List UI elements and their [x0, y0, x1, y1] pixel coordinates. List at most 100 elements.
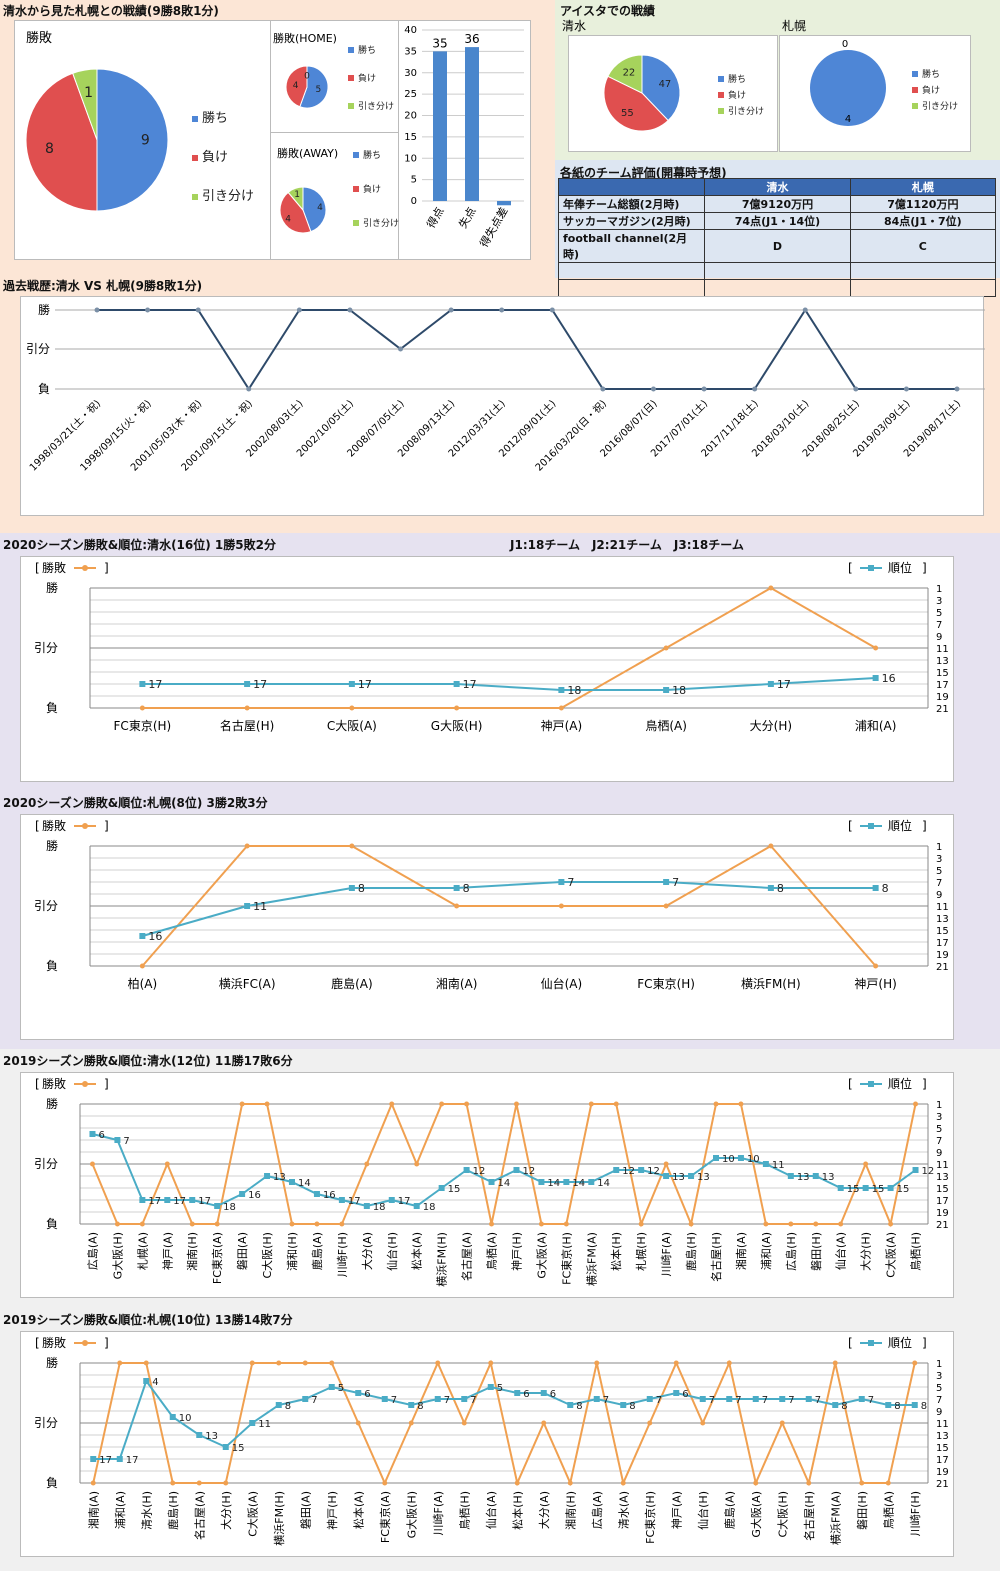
pie-home-slice-1	[285, 65, 308, 108]
chart3-rank-label-10: 6	[364, 1389, 370, 1400]
aista-shimizu-label-0: 47	[659, 79, 672, 90]
chart0-result-point-7	[873, 645, 879, 651]
chart2-rank-label-15: 12	[473, 1166, 486, 1177]
chart3-category-10: 松本(A)	[351, 1491, 365, 1529]
chart3-result-point-26	[779, 1420, 785, 1426]
chart1-rank-label-2: 8	[358, 882, 365, 895]
chart2-category-12: 仙台(H)	[385, 1232, 399, 1271]
chart1-category-5: FC東京(H)	[637, 977, 695, 991]
chart1-category-0: 柏(A)	[128, 976, 158, 991]
panel-bar	[398, 20, 531, 260]
pie-home-legend-label-2: 引き分け	[358, 101, 394, 112]
chart2-category-31: 大分(H)	[859, 1232, 873, 1271]
chart0-rank-point-4	[558, 687, 565, 693]
chart2-rank-label-21: 12	[622, 1166, 635, 1177]
pie-away-title: 勝敗(AWAY)	[277, 146, 338, 160]
bar-ytick-7: 35	[404, 46, 417, 57]
chart2-legend-result-marker	[82, 1081, 88, 1087]
chart2-category-17: 神戸(H)	[509, 1232, 523, 1271]
chart1-result-point-0	[139, 963, 145, 969]
chart1-result-point-1	[244, 843, 250, 849]
chart3-category-0: 湘南(A)	[86, 1491, 100, 1529]
pie-total-slice-1	[25, 72, 98, 212]
chart3-rank-label-21: 7	[656, 1395, 662, 1406]
chart0-legend-result-bracket-open: [	[35, 561, 40, 575]
chart2-result-point-0	[89, 1161, 95, 1167]
chart1-legend-rank-bracket-open: [	[848, 819, 853, 833]
chart2-rank-label-0: 6	[98, 1130, 104, 1141]
chart3-category-2: 清水(H)	[140, 1491, 153, 1530]
chart2-legend-rank-bracket-open: [	[848, 1077, 853, 1091]
eval-header-cell	[557, 178, 706, 196]
chart2-rank-point-0	[89, 1131, 96, 1137]
chart3-result-point-1	[117, 1360, 123, 1366]
chart2-rank-label-13: 18	[423, 1202, 436, 1213]
chart3-category-8: 磐田(A)	[298, 1491, 312, 1529]
history-point-17	[954, 386, 960, 392]
chart2-category-10: 川崎F(H)	[335, 1232, 349, 1277]
chart2-rank-point-27	[762, 1161, 769, 1167]
chart2-rank-point-30	[837, 1185, 844, 1191]
chart2-rank-point-11	[363, 1203, 370, 1209]
chart0-rank-tick-2: 5	[936, 608, 942, 619]
chart1-rank-label-7: 8	[882, 882, 889, 895]
chart2-category-26: 湘南(A)	[734, 1232, 748, 1270]
chart2-rank-label-23: 13	[672, 1172, 685, 1183]
chart3-category-11: FC東京(A)	[378, 1491, 392, 1543]
chart3-result-point-17	[541, 1420, 547, 1426]
chart2-rank-label-7: 13	[273, 1172, 286, 1183]
chart3-result-point-21	[647, 1420, 653, 1426]
chart2-rank-tick-2: 5	[936, 1124, 942, 1135]
chart3-rank-point-4	[196, 1432, 203, 1438]
chart3-category-20: 清水(A)	[617, 1491, 630, 1529]
chart3-result-point-0	[90, 1480, 96, 1486]
panel-chart-0	[20, 556, 954, 782]
chart3-category-22: 神戸(A)	[669, 1491, 683, 1529]
pie-total-legend-swatch-0	[192, 116, 198, 122]
aista-sapporo-label-1: 0	[842, 39, 848, 50]
pie-away-slice-1	[279, 191, 312, 234]
chart1-result-point-7	[873, 963, 879, 969]
chart2-rank-point-17	[513, 1167, 520, 1173]
chart1-legend-rank-marker	[868, 823, 874, 829]
aista-shimizu-slice-1	[603, 75, 669, 132]
chart1-rank-tick-1: 3	[936, 854, 942, 865]
chart3-rank-point-5	[222, 1444, 229, 1450]
chart3-rank-tick-4: 9	[936, 1407, 942, 1418]
chart3-rank-label-30: 8	[894, 1401, 900, 1412]
chart1-rank-label-0: 16	[148, 930, 162, 943]
chart1-rank-tick-10: 21	[936, 962, 949, 973]
chart1-legend-rank-label: 順位	[888, 818, 912, 833]
history-point-1	[145, 307, 151, 313]
history-title: 過去戦歴:清水 VS 札幌(9勝8敗1分)	[3, 279, 203, 293]
chart3-result-point-6	[249, 1360, 255, 1366]
panel-history	[20, 296, 984, 516]
bar-ytick-0: 0	[411, 196, 417, 207]
eval-row	[557, 279, 997, 297]
chart0-rank-tick-3: 7	[936, 620, 942, 631]
chart3-rank-tick-9: 19	[936, 1467, 949, 1478]
chart3-rank-label-0: 17	[99, 1455, 112, 1466]
chart2-ylabel-1: 引分	[34, 1157, 58, 1171]
pie-total-legend-label-2: 引き分け	[202, 189, 254, 204]
chart2-category-2: 札幌(A)	[135, 1232, 149, 1270]
pie-total-label-1: 8	[45, 141, 54, 157]
eval-cell: 7億1120万円	[849, 195, 997, 213]
chart2-result-point-17	[513, 1101, 519, 1107]
chart3-result-line	[92, 1359, 916, 1487]
chart3-category-27: 名古屋(H)	[802, 1491, 816, 1541]
chart0-rank-tick-6: 13	[936, 656, 949, 667]
chart2-result-point-3	[164, 1161, 170, 1167]
chart3-rank-point-0	[90, 1456, 97, 1462]
chart3-rank-tick-10: 21	[936, 1479, 949, 1490]
chart2-rank-label-3: 17	[173, 1196, 186, 1207]
chart2-category-7: C大阪(H)	[260, 1232, 274, 1279]
chart1-rank-point-4	[558, 879, 565, 885]
chart0-rank-label-0: 17	[148, 678, 162, 691]
aista-shimizu-legend-swatch-2	[718, 108, 724, 114]
chart1-rank-point-1	[244, 903, 251, 909]
panel-chart-3	[20, 1331, 954, 1557]
chart2-result-point-27	[763, 1221, 769, 1227]
chart0-ylabel-1: 引分	[34, 641, 58, 655]
pie-total-legend-label-0: 勝ち	[202, 111, 228, 126]
